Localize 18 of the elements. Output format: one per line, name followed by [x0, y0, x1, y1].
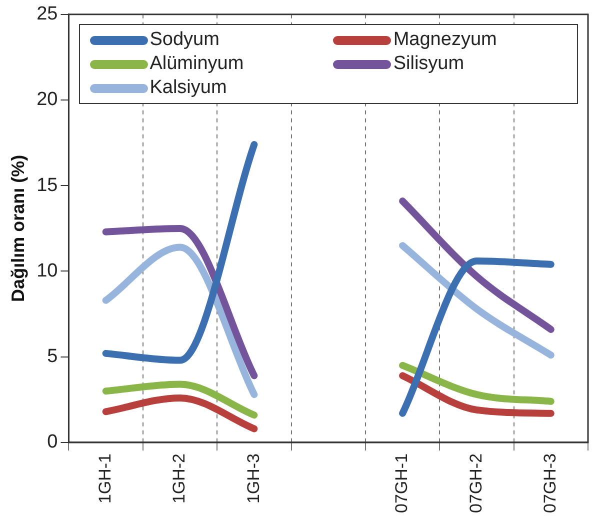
- legend-label: Silisyum: [393, 53, 464, 76]
- x-tick-label: 1GH-1: [96, 453, 115, 504]
- legend-label: Kalsiyum: [150, 77, 227, 100]
- x-tick-label: 1GH-3: [244, 453, 263, 504]
- x-tick-label: 07GH-2: [466, 453, 486, 514]
- x-tick-label: 07GH-3: [540, 453, 560, 514]
- y-tick-label: 10: [36, 260, 58, 282]
- x-tick-label: 07GH-1: [392, 453, 412, 514]
- y-tick-label: 20: [36, 89, 58, 110]
- legend-label: Alüminyum: [150, 53, 244, 76]
- y-axis-title: Dağılım oranı (%): [8, 154, 28, 302]
- y-tick-label: 15: [36, 174, 58, 196]
- x-tick-label: 1GH-2: [170, 453, 189, 504]
- y-tick-label: 25: [36, 4, 58, 25]
- legend-label: Magnezyum: [393, 29, 497, 52]
- y-tick-label: 0: [47, 432, 58, 453]
- legend-label: Sodyum: [150, 29, 220, 52]
- y-tick-label: 5: [47, 346, 58, 368]
